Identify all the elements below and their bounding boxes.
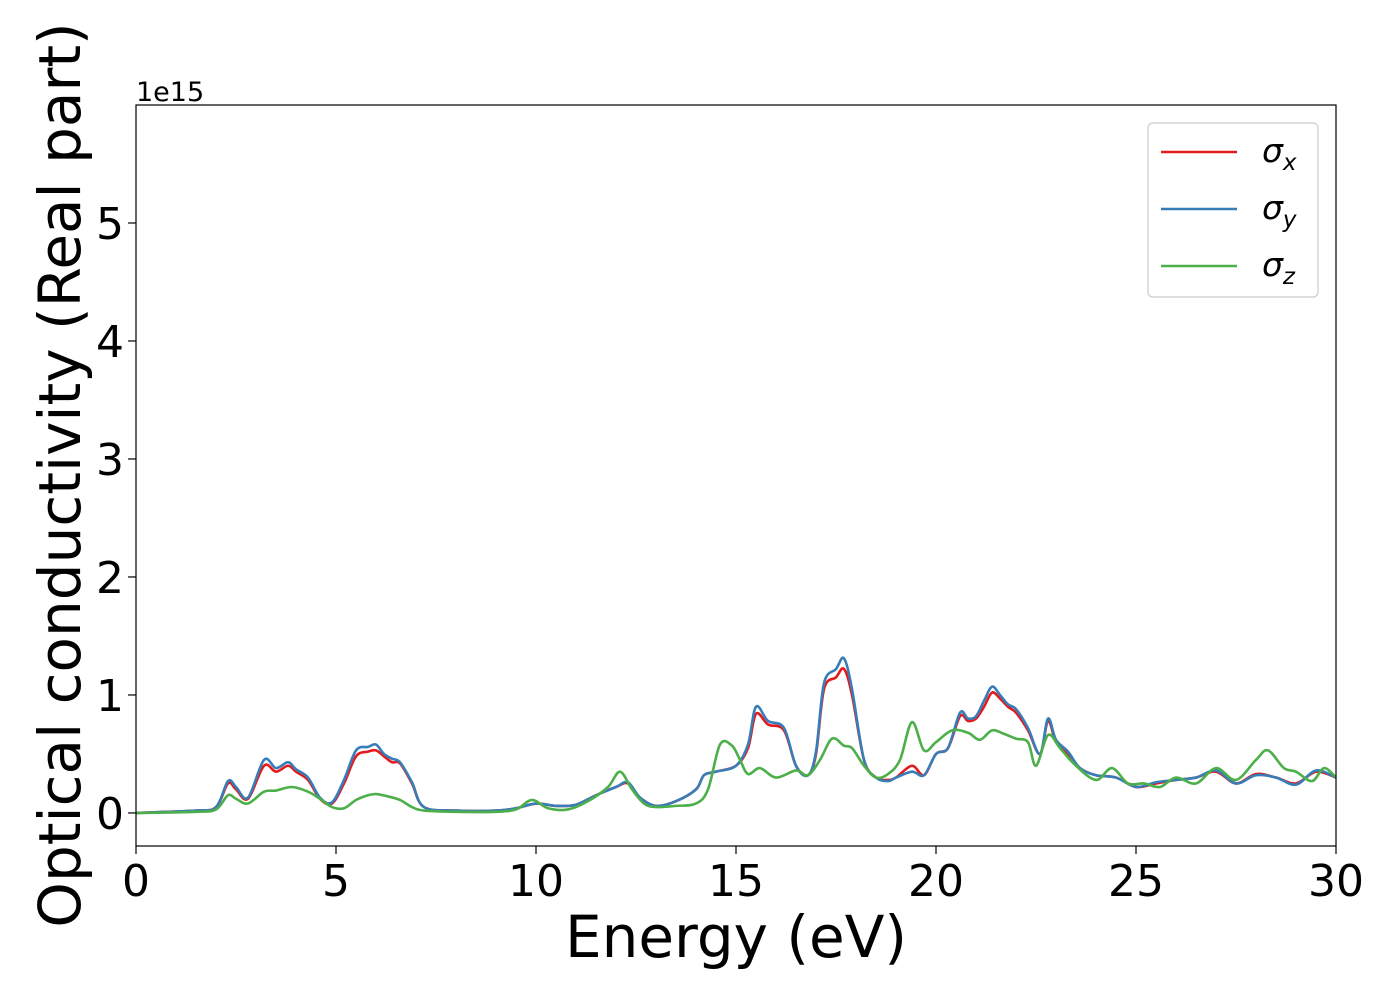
x-tick-label: 20 — [908, 856, 964, 907]
legend: σx σy σz — [1147, 122, 1319, 298]
x-tick-label: 10 — [508, 856, 564, 907]
x-axis-title: Energy (eV) — [565, 903, 907, 971]
y-tick-label: 0 — [96, 789, 124, 840]
y-tick-label: 4 — [96, 317, 124, 368]
legend-label: σz — [1262, 245, 1296, 290]
y-tick-label: 3 — [96, 435, 124, 486]
x-axis: 0 5 10 15 20 25 30 — [122, 846, 1364, 907]
x-tick-label: 15 — [708, 856, 764, 907]
y-tick-label: 5 — [96, 199, 124, 250]
x-tick-label: 0 — [122, 856, 150, 907]
legend-label: σy — [1262, 188, 1297, 233]
y-axis: 0 1 2 3 4 5 — [96, 199, 136, 840]
x-tick-label: 25 — [1108, 856, 1164, 907]
legend-item-y: σy — [1161, 188, 1297, 233]
y-tick-label: 2 — [96, 553, 124, 604]
x-tick-label: 30 — [1308, 856, 1364, 907]
series-layer — [136, 656, 1336, 815]
legend-item-z: σz — [1161, 245, 1296, 290]
y-axis-title: Optical conductivity (Real part) — [26, 22, 94, 927]
x-tick-label: 5 — [322, 856, 350, 907]
series-line-z — [136, 720, 1336, 815]
y-scale-label: 1e15 — [136, 77, 204, 108]
legend-item-x: σx — [1161, 131, 1297, 176]
legend-label: σx — [1262, 131, 1297, 176]
y-tick-label: 1 — [96, 671, 124, 722]
series-line-y — [136, 656, 1336, 815]
